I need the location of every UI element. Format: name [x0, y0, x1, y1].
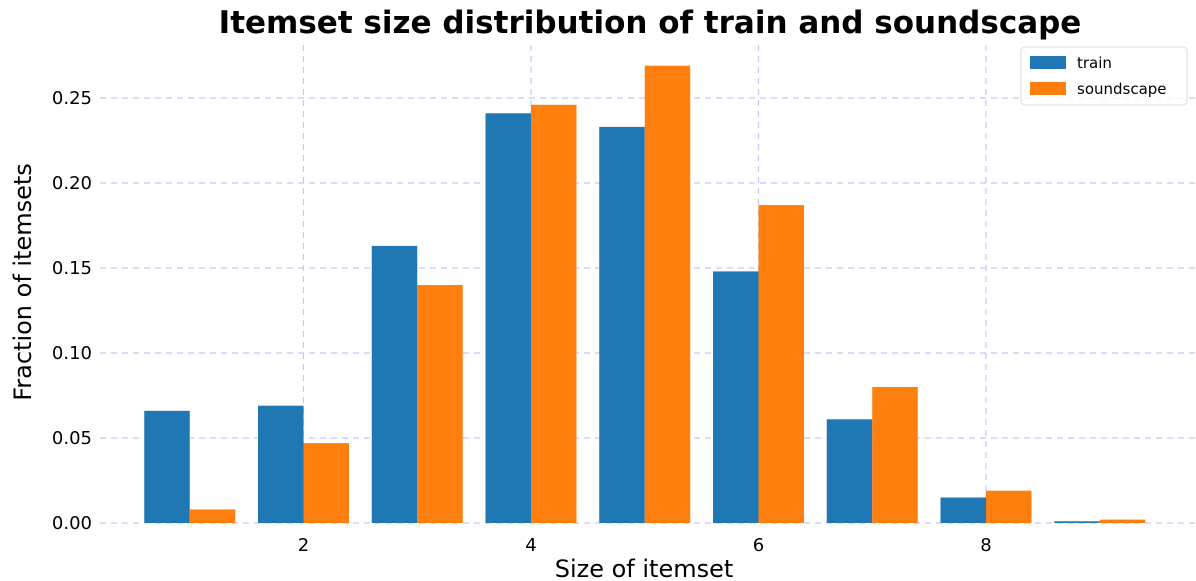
bar-soundscape-9	[1099, 519, 1146, 523]
bar-train-8	[940, 497, 986, 523]
legend-label-train: train	[1077, 54, 1112, 72]
bar-train-7	[826, 419, 873, 523]
y-tick-label: 0.05	[52, 428, 92, 449]
y-axis-label: Fraction of itemsets	[9, 163, 37, 401]
y-tick-label: 0.20	[52, 173, 92, 194]
y-tick-label: 0.25	[52, 88, 92, 109]
bars	[144, 65, 1146, 524]
legend-swatch-soundscape	[1030, 82, 1066, 95]
y-tick-label: 0.10	[52, 343, 92, 364]
bar-soundscape-3	[417, 285, 463, 523]
bar-train-9	[1054, 521, 1100, 523]
ticks: 0.00 0.05 0.10 0.15 0.20 0.25 2 4 6 8	[52, 88, 992, 556]
legend-label-soundscape: soundscape	[1077, 80, 1167, 98]
legend: train soundscape	[1020, 46, 1188, 106]
y-tick-label: 0.00	[52, 513, 92, 534]
bar-soundscape-2	[303, 443, 349, 523]
bar-soundscape-5	[644, 65, 691, 523]
x-tick-label: 2	[298, 535, 309, 556]
bar-train-1	[144, 410, 190, 523]
bar-soundscape-1	[189, 509, 236, 523]
bar-train-4	[485, 113, 531, 524]
bar-soundscape-4	[531, 104, 577, 524]
x-tick-label: 8	[980, 535, 991, 556]
chart-title: Itemset size distribution of train and s…	[219, 5, 1082, 41]
bar-soundscape-7	[872, 387, 918, 523]
legend-swatch-train	[1030, 56, 1066, 69]
bar-train-6	[713, 271, 759, 523]
bar-soundscape-8	[986, 490, 1032, 523]
bar-train-2	[258, 405, 304, 523]
x-tick-label: 4	[525, 535, 536, 556]
bar-train-5	[599, 126, 645, 524]
bar-train-3	[371, 245, 418, 523]
y-tick-label: 0.15	[52, 258, 92, 279]
x-tick-label: 6	[753, 535, 764, 556]
x-axis-label: Size of itemset	[555, 555, 734, 581]
bar-soundscape-6	[758, 205, 804, 523]
